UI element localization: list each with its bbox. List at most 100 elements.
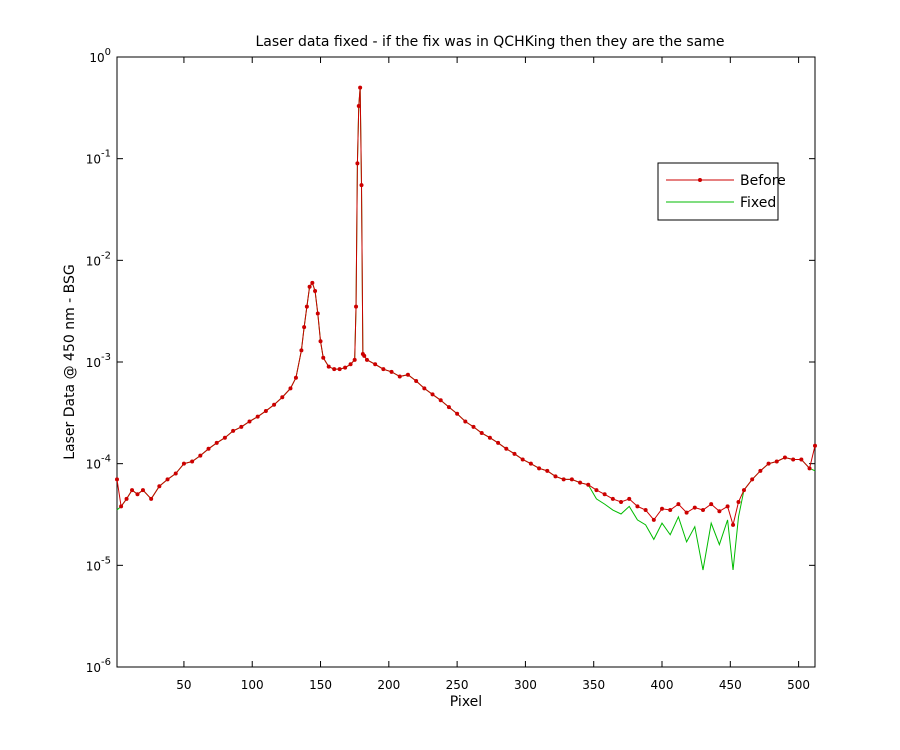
data-point	[119, 504, 124, 509]
data-point	[362, 353, 367, 358]
y-tick-label: 10-4	[86, 454, 111, 472]
data-point	[280, 395, 285, 400]
data-point	[487, 435, 492, 440]
data-point	[602, 492, 607, 497]
data-point	[313, 288, 318, 293]
plot-area	[116, 56, 816, 668]
legend-box	[657, 162, 779, 221]
data-point	[455, 411, 460, 416]
data-point	[758, 468, 763, 473]
data-point	[115, 477, 119, 482]
data-point	[414, 379, 419, 384]
data-point	[321, 355, 326, 360]
x-tick-label: 350	[582, 678, 605, 692]
data-point	[198, 453, 203, 458]
data-point	[310, 280, 315, 285]
data-point	[807, 466, 812, 471]
data-point	[272, 402, 277, 407]
data-point	[157, 484, 162, 489]
data-point	[397, 374, 402, 379]
data-point	[651, 517, 656, 522]
data-point	[750, 477, 755, 482]
data-point	[293, 375, 298, 380]
data-point	[307, 284, 312, 289]
data-point	[791, 457, 796, 462]
data-point	[782, 455, 787, 460]
data-point	[635, 504, 640, 509]
data-point	[422, 386, 427, 391]
x-tick-label: 450	[719, 678, 742, 692]
data-point	[545, 468, 550, 473]
data-point	[206, 446, 211, 451]
y-tick-label: 10-2	[86, 250, 111, 268]
data-point	[430, 392, 435, 397]
x-tick-label: 50	[176, 678, 191, 692]
legend-label: Fixed	[740, 195, 776, 211]
data-point	[774, 459, 779, 464]
data-point	[553, 474, 558, 479]
data-point	[222, 435, 227, 440]
data-point	[355, 161, 360, 166]
data-point	[190, 459, 195, 464]
data-point	[149, 496, 154, 501]
data-point	[741, 488, 746, 493]
legend-label: Before	[740, 173, 786, 189]
data-point	[343, 365, 348, 370]
data-point	[354, 304, 359, 309]
data-point	[668, 508, 673, 513]
data-point	[731, 522, 736, 527]
data-point	[337, 367, 342, 372]
data-point	[561, 477, 566, 482]
data-point	[359, 183, 364, 188]
x-tick-label: 200	[377, 678, 400, 692]
data-point	[813, 443, 817, 448]
data-point	[569, 477, 574, 482]
data-point	[586, 482, 591, 487]
x-tick-label: 300	[514, 678, 537, 692]
data-point	[315, 311, 320, 316]
data-point	[364, 357, 369, 362]
data-point	[660, 506, 665, 511]
data-point	[520, 457, 525, 462]
chart-title: Laser data fixed - if the fix was in QCH…	[255, 34, 724, 50]
data-point	[239, 424, 244, 429]
legend-marker	[698, 178, 702, 182]
data-point	[381, 367, 386, 372]
data-point	[165, 477, 170, 482]
x-tick-label: 250	[446, 678, 469, 692]
data-point	[684, 510, 689, 515]
data-point	[288, 386, 293, 391]
data-point	[214, 440, 219, 445]
data-point	[463, 419, 468, 424]
data-point	[709, 502, 714, 507]
x-tick-label: 150	[309, 678, 332, 692]
data-point	[130, 488, 135, 493]
data-point	[124, 496, 129, 501]
data-point	[594, 488, 599, 493]
data-point	[140, 488, 145, 493]
data-point	[358, 85, 363, 90]
data-point	[537, 466, 542, 471]
y-tick-label: 100	[89, 47, 111, 65]
data-point	[304, 304, 309, 309]
data-point	[528, 461, 533, 466]
x-tick-label: 100	[241, 678, 264, 692]
data-point	[299, 348, 304, 353]
data-point	[446, 405, 451, 410]
data-point	[692, 505, 697, 510]
data-point	[578, 480, 583, 485]
x-axis-label: Pixel	[450, 694, 482, 710]
data-point	[496, 440, 501, 445]
data-point	[356, 103, 361, 108]
data-point	[405, 372, 410, 377]
data-point	[373, 362, 378, 367]
data-point	[676, 502, 681, 507]
data-point	[627, 496, 632, 501]
data-point	[181, 461, 186, 466]
y-tick-label: 10-5	[86, 555, 111, 573]
y-tick-label: 10-6	[86, 657, 111, 675]
data-point	[318, 339, 323, 344]
data-point	[389, 369, 394, 374]
x-tick-label: 400	[651, 678, 674, 692]
data-point	[352, 357, 357, 362]
